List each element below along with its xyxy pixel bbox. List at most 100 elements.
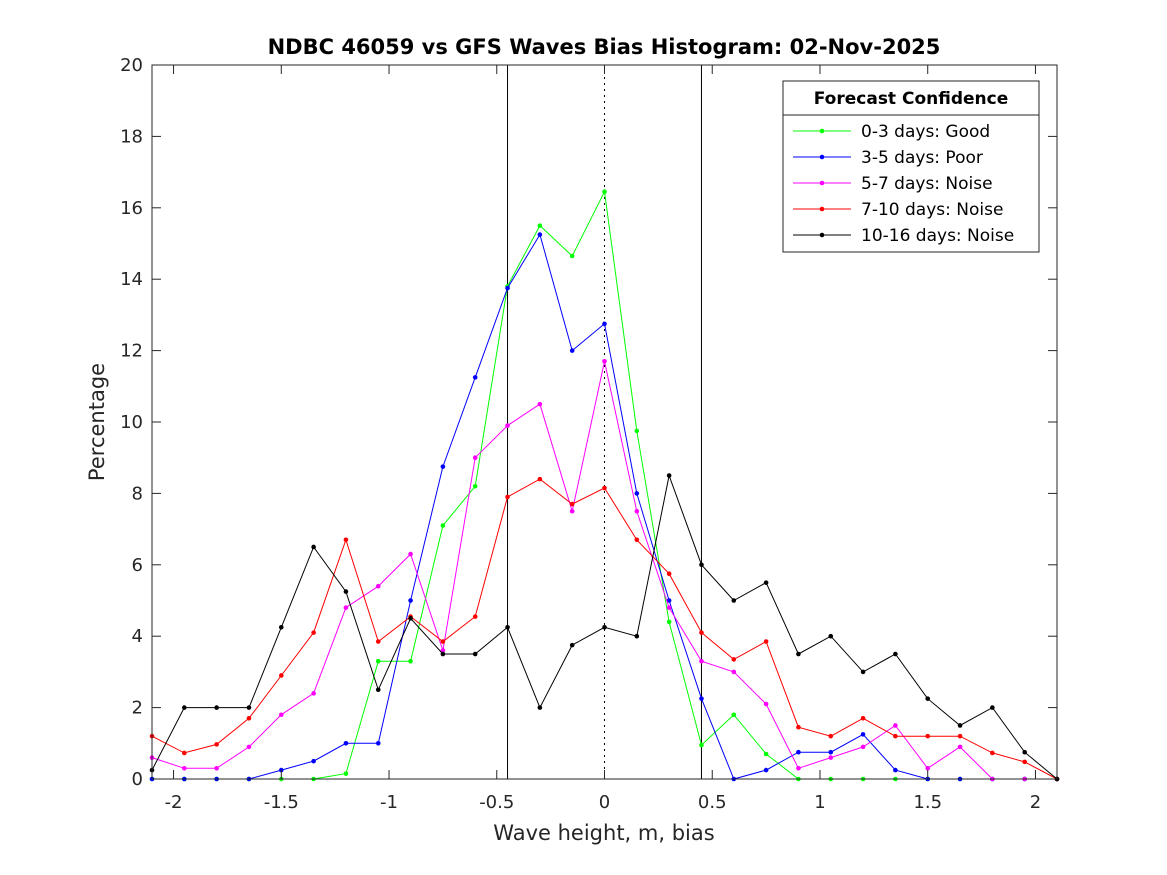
data-point	[440, 523, 446, 528]
data-point	[472, 455, 478, 461]
data-point	[246, 705, 252, 710]
data-point	[537, 476, 543, 482]
data-point	[343, 589, 349, 594]
data-point	[214, 765, 219, 771]
data-point	[602, 321, 607, 327]
data-point	[278, 712, 284, 718]
data-point	[957, 744, 963, 750]
data-point	[990, 750, 995, 756]
data-point	[699, 742, 704, 748]
data-point	[472, 614, 478, 619]
data-point	[375, 658, 381, 664]
data-point	[666, 598, 672, 603]
data-point	[182, 705, 187, 710]
data-point	[634, 428, 640, 434]
data-point	[893, 733, 898, 739]
x-axis-label: Wave height, m, bias	[493, 821, 714, 845]
y-tick-label: 14	[120, 269, 143, 290]
y-tick-label: 6	[132, 555, 143, 576]
data-point	[343, 771, 349, 776]
data-point	[893, 767, 898, 773]
y-tick-label: 0	[132, 769, 143, 790]
data-point	[634, 491, 640, 496]
legend-entry-2: 5-7 days: Noise	[793, 174, 993, 194]
data-point	[472, 483, 478, 489]
legend-swatch-marker	[819, 154, 825, 160]
data-point	[182, 750, 187, 756]
data-point	[634, 508, 640, 514]
data-point	[343, 741, 349, 746]
y-axis-label: Percentage	[85, 363, 109, 481]
legend-label: 3-5 days: Poor	[861, 148, 983, 168]
y-tick-label: 12	[120, 341, 143, 362]
legend-swatch-marker	[819, 180, 825, 186]
data-point	[925, 696, 931, 701]
x-tick-label: 1.5	[913, 792, 942, 813]
data-point	[311, 691, 316, 696]
data-point	[408, 598, 413, 603]
data-point	[796, 724, 801, 730]
data-point	[957, 723, 963, 728]
chart-title: NDBC 46059 vs GFS Waves Bias Histogram: …	[268, 35, 941, 59]
y-tick-label: 20	[120, 55, 143, 76]
x-tick-label: 0.5	[698, 792, 727, 813]
data-point	[537, 232, 543, 237]
data-point	[408, 551, 413, 557]
data-point	[182, 765, 187, 771]
series-4	[149, 473, 1060, 782]
legend-label: 5-7 days: Noise	[861, 174, 993, 194]
data-point	[666, 619, 672, 625]
data-point	[860, 732, 866, 737]
legend: Forecast Confidence 0-3 days: Good 3-5 da…	[782, 80, 1040, 253]
data-point	[763, 580, 769, 585]
data-point	[1022, 749, 1027, 755]
data-point	[796, 749, 801, 755]
legend-entry-3: 7-10 days: Noise	[793, 200, 1003, 220]
data-point	[278, 624, 284, 630]
data-point	[602, 624, 607, 630]
y-tick-label: 16	[120, 198, 143, 219]
data-point	[828, 749, 834, 755]
series-3	[149, 476, 1060, 782]
data-point	[957, 733, 963, 739]
data-point	[569, 508, 575, 514]
data-point	[472, 651, 478, 657]
data-point	[505, 285, 510, 291]
data-point	[343, 605, 349, 610]
data-point	[602, 189, 607, 195]
data-point	[666, 605, 672, 610]
data-point	[440, 651, 446, 657]
legend-entry-0: 0-3 days: Good	[793, 122, 990, 142]
data-point	[569, 501, 575, 507]
data-point	[796, 651, 801, 657]
data-point	[214, 705, 219, 710]
data-point	[763, 701, 769, 707]
data-point	[699, 630, 704, 635]
data-point	[343, 537, 349, 543]
data-point	[634, 537, 640, 543]
x-tick-label: -1.5	[264, 792, 299, 813]
data-point	[375, 687, 381, 693]
x-tick-label: 0	[599, 792, 610, 813]
data-point	[537, 705, 543, 710]
data-point	[505, 624, 510, 630]
data-point	[602, 359, 607, 364]
data-point	[828, 633, 834, 639]
data-point	[375, 639, 381, 644]
data-point	[278, 673, 284, 678]
data-point	[828, 755, 834, 760]
legend-label: 10-16 days: Noise	[861, 226, 1014, 246]
data-point	[699, 562, 704, 568]
data-point	[666, 571, 672, 577]
legend-label: 0-3 days: Good	[861, 122, 990, 142]
legend-box	[782, 80, 1040, 253]
y-tick-label: 18	[120, 126, 143, 147]
data-point	[246, 744, 252, 750]
data-point	[893, 651, 898, 657]
x-tick-label: -1	[380, 792, 398, 813]
legend-entry-4: 10-16 days: Noise	[793, 226, 1014, 246]
data-point	[472, 375, 478, 380]
data-point	[569, 642, 575, 648]
